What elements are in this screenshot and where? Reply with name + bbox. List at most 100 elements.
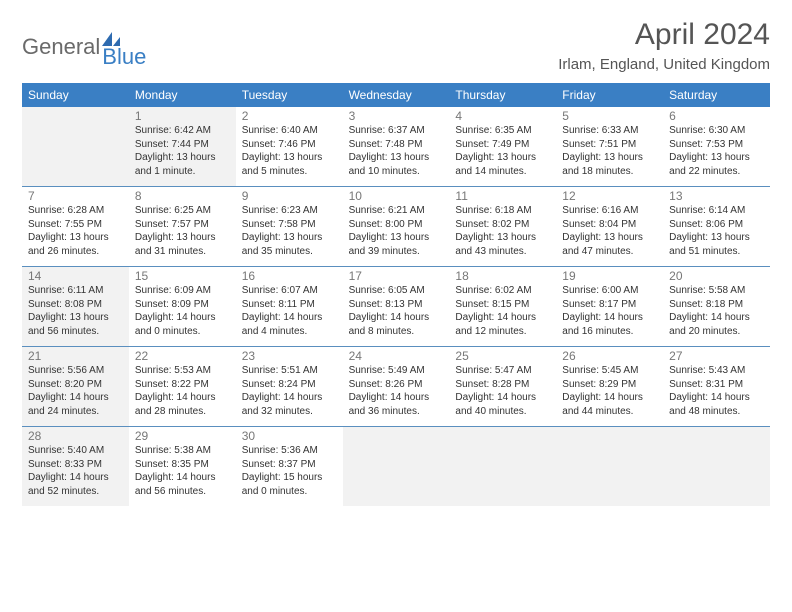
day-number: 15 — [135, 269, 230, 283]
day-info-line: and 0 minutes. — [242, 485, 337, 499]
day-cell: 11Sunrise: 6:18 AMSunset: 8:02 PMDayligh… — [449, 187, 556, 266]
day-info-line: and 28 minutes. — [135, 405, 230, 419]
day-cell: 4Sunrise: 6:35 AMSunset: 7:49 PMDaylight… — [449, 107, 556, 186]
day-info-line: Daylight: 13 hours — [669, 231, 764, 245]
week-row: 14Sunrise: 6:11 AMSunset: 8:08 PMDayligh… — [22, 266, 770, 346]
day-info-line: and 36 minutes. — [349, 405, 444, 419]
day-cell — [663, 427, 770, 506]
day-cell: 28Sunrise: 5:40 AMSunset: 8:33 PMDayligh… — [22, 427, 129, 506]
day-info-line: Sunset: 7:46 PM — [242, 138, 337, 152]
day-info-line: Daylight: 14 hours — [455, 391, 550, 405]
day-info-line: Sunrise: 6:11 AM — [28, 284, 123, 298]
day-cell — [343, 427, 450, 506]
day-cell: 30Sunrise: 5:36 AMSunset: 8:37 PMDayligh… — [236, 427, 343, 506]
weekday-label: Saturday — [663, 83, 770, 107]
day-cell: 24Sunrise: 5:49 AMSunset: 8:26 PMDayligh… — [343, 347, 450, 426]
month-title: April 2024 — [558, 18, 770, 52]
day-info-line: and 8 minutes. — [349, 325, 444, 339]
day-info-line: Sunrise: 6:16 AM — [562, 204, 657, 218]
day-info-line: Sunset: 8:02 PM — [455, 218, 550, 232]
day-cell: 20Sunrise: 5:58 AMSunset: 8:18 PMDayligh… — [663, 267, 770, 346]
day-info-line: Sunrise: 5:45 AM — [562, 364, 657, 378]
day-number: 27 — [669, 349, 764, 363]
day-info-line: and 47 minutes. — [562, 245, 657, 259]
day-number: 1 — [135, 109, 230, 123]
day-number: 26 — [562, 349, 657, 363]
day-number: 19 — [562, 269, 657, 283]
day-info-line: Sunrise: 6:40 AM — [242, 124, 337, 138]
day-number: 22 — [135, 349, 230, 363]
day-number: 24 — [349, 349, 444, 363]
logo-text-general: General — [22, 34, 100, 60]
day-number: 10 — [349, 189, 444, 203]
weekday-label: Wednesday — [343, 83, 450, 107]
day-info-line: Sunset: 8:29 PM — [562, 378, 657, 392]
week-row: 1Sunrise: 6:42 AMSunset: 7:44 PMDaylight… — [22, 107, 770, 186]
day-info-line: Daylight: 15 hours — [242, 471, 337, 485]
day-info-line: and 10 minutes. — [349, 165, 444, 179]
day-info-line: Daylight: 13 hours — [349, 151, 444, 165]
day-info-line: Sunrise: 5:53 AM — [135, 364, 230, 378]
day-info-line: Sunset: 8:11 PM — [242, 298, 337, 312]
day-info-line: Daylight: 13 hours — [135, 151, 230, 165]
day-info-line: Sunset: 8:24 PM — [242, 378, 337, 392]
day-number: 25 — [455, 349, 550, 363]
day-info-line: Daylight: 14 hours — [242, 391, 337, 405]
day-cell: 5Sunrise: 6:33 AMSunset: 7:51 PMDaylight… — [556, 107, 663, 186]
day-info-line: Sunrise: 5:38 AM — [135, 444, 230, 458]
header: General Blue April 2024 Irlam, England, … — [22, 18, 770, 73]
page: General Blue April 2024 Irlam, England, … — [0, 0, 792, 524]
day-cell: 27Sunrise: 5:43 AMSunset: 8:31 PMDayligh… — [663, 347, 770, 426]
day-info-line: Daylight: 14 hours — [669, 311, 764, 325]
day-info-line: and 56 minutes. — [28, 325, 123, 339]
day-info-line: Daylight: 13 hours — [242, 151, 337, 165]
day-number: 5 — [562, 109, 657, 123]
day-info-line: Sunset: 7:49 PM — [455, 138, 550, 152]
day-cell — [556, 427, 663, 506]
day-number: 8 — [135, 189, 230, 203]
day-info-line: Sunrise: 6:02 AM — [455, 284, 550, 298]
day-number: 7 — [28, 189, 123, 203]
day-number: 13 — [669, 189, 764, 203]
day-number: 28 — [28, 429, 123, 443]
day-info-line: Sunrise: 6:33 AM — [562, 124, 657, 138]
day-cell: 25Sunrise: 5:47 AMSunset: 8:28 PMDayligh… — [449, 347, 556, 426]
day-info-line: Daylight: 14 hours — [28, 471, 123, 485]
day-info-line: and 18 minutes. — [562, 165, 657, 179]
week-row: 7Sunrise: 6:28 AMSunset: 7:55 PMDaylight… — [22, 186, 770, 266]
day-info-line: Sunrise: 5:40 AM — [28, 444, 123, 458]
logo-text-blue: Blue — [102, 44, 146, 70]
day-number: 21 — [28, 349, 123, 363]
day-info-line: and 22 minutes. — [669, 165, 764, 179]
day-info-line: Sunset: 8:33 PM — [28, 458, 123, 472]
day-info-line: and 16 minutes. — [562, 325, 657, 339]
day-info-line: Sunrise: 6:30 AM — [669, 124, 764, 138]
day-info-line: and 20 minutes. — [669, 325, 764, 339]
day-info-line: Daylight: 13 hours — [242, 231, 337, 245]
day-number: 6 — [669, 109, 764, 123]
day-info-line: Sunrise: 5:47 AM — [455, 364, 550, 378]
day-info-line: and 52 minutes. — [28, 485, 123, 499]
day-info-line: Sunset: 8:20 PM — [28, 378, 123, 392]
day-info-line: Sunset: 8:08 PM — [28, 298, 123, 312]
day-info-line: Sunset: 8:37 PM — [242, 458, 337, 472]
day-info-line: Daylight: 13 hours — [455, 231, 550, 245]
day-info-line: Sunrise: 6:37 AM — [349, 124, 444, 138]
day-info-line: Sunset: 8:26 PM — [349, 378, 444, 392]
calendar: Sunday Monday Tuesday Wednesday Thursday… — [22, 83, 770, 506]
day-info-line: Sunset: 8:31 PM — [669, 378, 764, 392]
day-info-line: and 12 minutes. — [455, 325, 550, 339]
day-info-line: Sunrise: 6:09 AM — [135, 284, 230, 298]
day-number: 3 — [349, 109, 444, 123]
weekday-label: Tuesday — [236, 83, 343, 107]
day-info-line: Daylight: 14 hours — [135, 311, 230, 325]
day-info-line: Sunset: 7:51 PM — [562, 138, 657, 152]
day-info-line: Sunrise: 5:56 AM — [28, 364, 123, 378]
day-info-line: Daylight: 13 hours — [562, 151, 657, 165]
day-number: 30 — [242, 429, 337, 443]
day-info-line: Sunset: 8:22 PM — [135, 378, 230, 392]
day-number: 29 — [135, 429, 230, 443]
day-number: 23 — [242, 349, 337, 363]
day-cell: 29Sunrise: 5:38 AMSunset: 8:35 PMDayligh… — [129, 427, 236, 506]
day-number: 17 — [349, 269, 444, 283]
